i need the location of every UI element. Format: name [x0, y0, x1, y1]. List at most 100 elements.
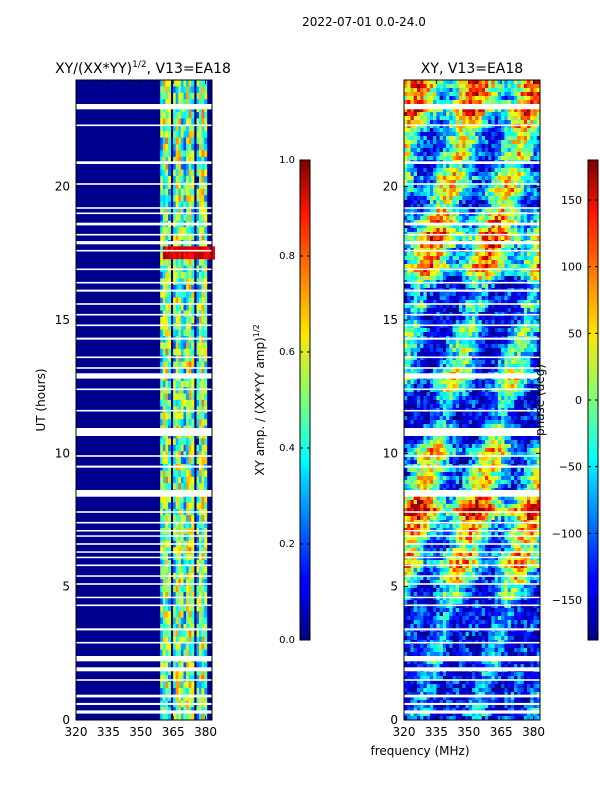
heatmap-cell	[488, 84, 492, 89]
heatmap-cell	[404, 200, 408, 205]
heatmap-cell	[472, 196, 476, 201]
heatmap-cell	[494, 284, 499, 289]
heatmap-cell	[407, 200, 411, 205]
heatmap-cell	[410, 84, 415, 89]
heatmap-cell	[204, 233, 208, 241]
heatmap-cell	[465, 216, 470, 221]
heatmap-cell	[436, 152, 440, 157]
heatmap-cell	[183, 470, 187, 478]
heatmap-cell	[452, 88, 457, 93]
heatmap-cell	[413, 304, 418, 309]
heatmap-cell	[180, 419, 184, 426]
heatmap-cell	[436, 112, 440, 117]
heatmap-cell	[439, 180, 444, 185]
heatmap-cell	[442, 300, 447, 305]
heatmap-cell	[417, 292, 421, 297]
heatmap-cell	[491, 140, 495, 145]
heatmap-cell	[413, 164, 418, 169]
heatmap-cell	[429, 212, 434, 217]
heatmap-cell	[160, 310, 164, 318]
heatmap-cell	[433, 96, 437, 101]
heatmap-cell	[494, 164, 499, 169]
heatmap-cell	[530, 128, 534, 133]
heatmap-cell	[536, 88, 541, 93]
heatmap-cell	[452, 148, 457, 153]
heatmap-cell	[530, 236, 534, 241]
heatmap-cell	[201, 630, 205, 638]
heatmap-cell	[488, 204, 492, 209]
heatmap-cell	[426, 276, 431, 281]
heatmap-cell	[199, 444, 202, 452]
heatmap-cell	[520, 276, 525, 281]
heatmap-cell	[423, 184, 427, 189]
heatmap-cell	[485, 192, 489, 197]
heatmap-cell	[472, 308, 476, 313]
heatmap-cell	[527, 320, 531, 325]
heatmap-cell	[423, 384, 427, 389]
heatmap-cell	[514, 320, 518, 325]
heatmap-cell	[439, 148, 444, 153]
heatmap-cell	[191, 630, 195, 638]
heatmap-cell	[536, 236, 541, 241]
heatmap-cell	[530, 328, 534, 333]
heatmap-cell	[204, 380, 208, 388]
heatmap-cell	[436, 308, 440, 313]
heatmap-cell	[162, 361, 166, 369]
heatmap-cell	[510, 260, 515, 265]
heatmap-cell	[449, 368, 453, 373]
heatmap-cell	[497, 180, 502, 185]
heatmap-cell	[485, 204, 489, 209]
heatmap-cell	[426, 256, 431, 261]
heatmap-cell	[420, 172, 424, 177]
heatmap-cell	[481, 124, 486, 129]
heatmap-cell	[420, 300, 424, 305]
heatmap-cell	[162, 592, 166, 599]
heatmap-cell	[436, 304, 440, 309]
heatmap-cell	[426, 84, 431, 89]
heatmap-cell	[455, 252, 460, 257]
heatmap-cell	[459, 140, 463, 145]
heatmap-cell	[494, 84, 499, 89]
heatmap-cell	[186, 188, 190, 196]
heatmap-cell	[514, 360, 518, 365]
heatmap-cell	[523, 284, 528, 289]
heatmap-cell	[517, 300, 521, 305]
heatmap-cell	[533, 228, 538, 233]
heatmap-cell	[160, 214, 164, 222]
heatmap-cell	[417, 112, 421, 117]
heatmap-cell	[510, 124, 515, 129]
heatmap-cell	[175, 252, 179, 260]
heatmap-cell	[462, 184, 466, 189]
heatmap-cell	[413, 352, 418, 357]
heatmap-cell	[465, 228, 470, 233]
heatmap-cell	[417, 124, 421, 129]
data-gap	[76, 281, 212, 284]
heatmap-cell	[481, 268, 486, 273]
heatmap-cell	[173, 291, 177, 298]
heatmap-cell	[162, 86, 166, 94]
heatmap-cell	[407, 96, 411, 101]
heatmap-cell	[468, 216, 473, 221]
heatmap-cell	[407, 260, 411, 265]
heatmap-cell	[452, 360, 457, 365]
heatmap-cell	[478, 308, 483, 313]
heatmap-cell	[510, 180, 515, 185]
heatmap-cell	[175, 156, 179, 164]
heatmap-cell	[165, 112, 169, 119]
heatmap-cell	[420, 132, 424, 137]
heatmap-cell	[188, 252, 192, 260]
heatmap-cell	[514, 304, 518, 309]
heatmap-cell	[504, 388, 508, 393]
heatmap-cell	[175, 304, 179, 311]
heatmap-cell	[417, 328, 421, 333]
heatmap-cell	[173, 278, 177, 286]
heatmap-cell	[420, 100, 424, 105]
heatmap-cell	[439, 332, 444, 337]
data-gap	[76, 551, 212, 553]
heatmap-cell	[488, 284, 492, 289]
heatmap-cell	[455, 128, 460, 133]
heatmap-cell	[199, 323, 202, 330]
heatmap-cell	[530, 188, 534, 193]
heatmap-cell	[183, 502, 187, 510]
heatmap-cell	[186, 297, 190, 305]
